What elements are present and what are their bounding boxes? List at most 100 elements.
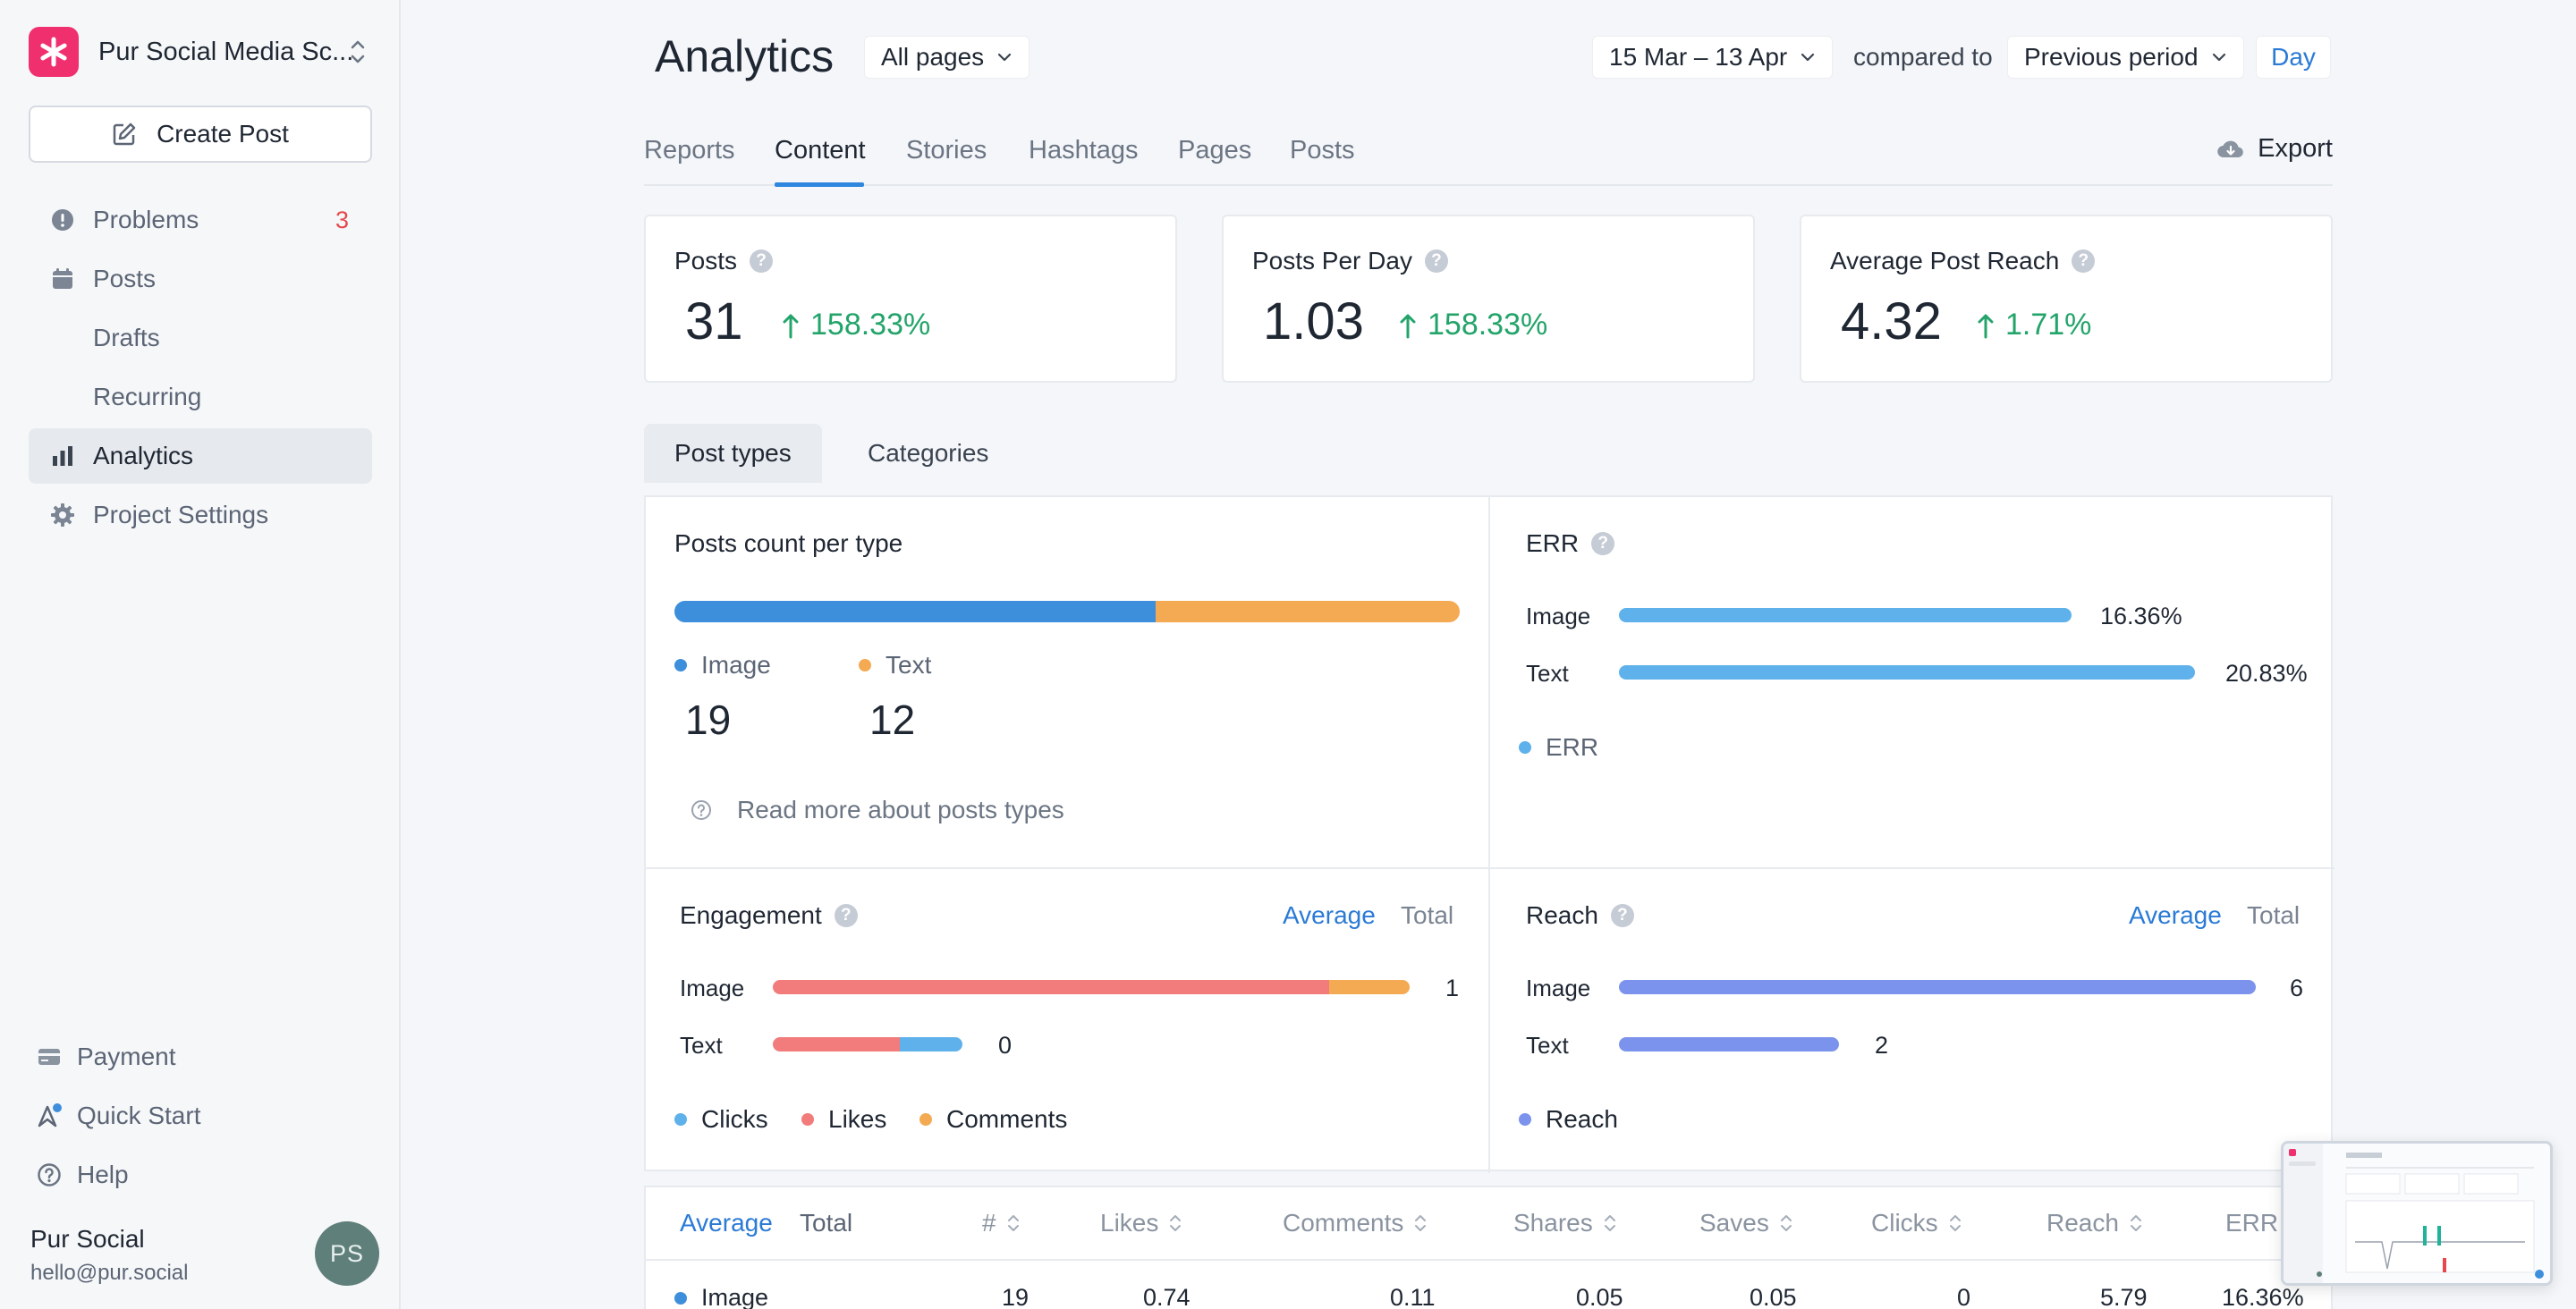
sort-icon [1949, 1215, 1961, 1231]
reach-row-label: Text [1526, 1032, 1569, 1059]
engagement-title: Engagement [680, 901, 822, 929]
engagement-bar-text [773, 1037, 962, 1051]
help-icon[interactable]: ? [2072, 249, 2096, 273]
sidebar-item-quick-start[interactable]: Quick Start [36, 1094, 200, 1138]
kpi-delta: 158.33% [810, 308, 931, 342]
sidebar-item-project-settings[interactable]: Project Settings [29, 487, 372, 543]
help-icon[interactable]: ? [1424, 249, 1448, 273]
legend-dot [801, 1113, 814, 1126]
subtab-post-types[interactable]: Post types [644, 424, 822, 483]
tab-pages[interactable]: Pages [1178, 136, 1252, 165]
sidebar-item-posts[interactable]: Posts [29, 251, 372, 307]
date-range-dropdown[interactable]: 15 Mar – 13 Apr [1592, 36, 1834, 79]
column-header-likes[interactable]: Likes [1100, 1209, 1182, 1237]
chevron-down-icon [1801, 53, 1815, 62]
table-total-toggle[interactable]: Total [800, 1209, 853, 1237]
engagement-total-toggle[interactable]: Total [1401, 901, 1454, 929]
table-average-toggle[interactable]: Average [680, 1209, 773, 1237]
screen-preview-thumbnail[interactable] [2281, 1141, 2553, 1286]
help-icon[interactable]: ? [750, 249, 774, 273]
engagement-row-label: Text [680, 1032, 723, 1059]
create-post-label: Create Post [157, 120, 289, 148]
kpi-value: 1.03 [1263, 292, 1364, 350]
tab-hashtags[interactable]: Hashtags [1029, 136, 1139, 165]
sidebar-item-drafts[interactable]: Drafts [29, 310, 372, 366]
column-header-clicks[interactable]: Clicks [1871, 1209, 1962, 1237]
cell-reach: 5.79 [2100, 1284, 2148, 1309]
column-header-comments[interactable]: Comments [1283, 1209, 1427, 1237]
tab-reports[interactable]: Reports [644, 136, 735, 165]
column-label: Clicks [1871, 1209, 1938, 1237]
tab-stories[interactable]: Stories [906, 136, 987, 165]
arrow-up-icon [1400, 314, 1416, 338]
sidebar-item-analytics[interactable]: Analytics [29, 428, 372, 484]
sidebar-item-label: Quick Start [77, 1102, 201, 1129]
sort-icon [2130, 1215, 2141, 1231]
legend-dot [919, 1113, 932, 1126]
err-title: ERR [1526, 529, 1580, 557]
export-button[interactable]: Export [2216, 134, 2333, 164]
reach-total-toggle[interactable]: Total [2247, 901, 2301, 929]
export-label: Export [2258, 134, 2333, 163]
pages-filter-dropdown[interactable]: All pages [864, 36, 1030, 79]
granularity-button[interactable]: Day [2256, 36, 2331, 79]
cell-saves: 0.05 [1750, 1284, 1797, 1309]
subtab-categories[interactable]: Categories [868, 439, 989, 467]
row-label: Image [701, 1284, 769, 1309]
err-row-value: 16.36% [2100, 603, 2182, 629]
sidebar-item-payment[interactable]: Payment [36, 1035, 176, 1079]
legend-likes: Likes [801, 1105, 886, 1134]
help-icon[interactable]: ? [1610, 904, 1634, 927]
avatar[interactable]: PS [315, 1221, 379, 1286]
alert-circle-icon [50, 207, 75, 232]
tab-content[interactable]: Content [775, 136, 866, 165]
column-label: # [982, 1209, 996, 1237]
legend-dot [859, 659, 871, 671]
sidebar-item-help[interactable]: Help [36, 1153, 129, 1197]
sidebar-item-recurring[interactable]: Recurring [29, 369, 372, 425]
legend-text: Text [859, 651, 931, 680]
sort-icon [1170, 1215, 1182, 1231]
credit-card-icon [36, 1043, 63, 1070]
column-header-reach[interactable]: Reach [2046, 1209, 2142, 1237]
help-icon[interactable]: ? [834, 904, 858, 927]
column-header-saves[interactable]: Saves [1699, 1209, 1792, 1237]
engagement-row-label: Image [680, 975, 745, 1001]
help-icon[interactable]: ? [1591, 532, 1615, 555]
column-header-err[interactable]: ERR [2225, 1209, 2278, 1237]
kpi-card-posts-per-day: Posts Per Day? 1.03 158.33% [1222, 215, 1755, 383]
sidebar-item-problems[interactable]: Problems 3 [29, 192, 372, 248]
engagement-bar-image [773, 980, 1410, 994]
column-header-count[interactable]: # [982, 1209, 1020, 1237]
tab-posts[interactable]: Posts [1290, 136, 1355, 165]
sort-icon [1007, 1215, 1019, 1231]
date-range-value: 15 Mar – 13 Apr [1609, 43, 1788, 71]
preview-image-icon [2284, 1144, 2550, 1283]
legend-label: Text [886, 651, 932, 679]
kpi-delta: 158.33% [1428, 308, 1548, 342]
sort-icon [1415, 1215, 1427, 1231]
reach-average-toggle[interactable]: Average [2129, 901, 2222, 929]
legend-clicks: Clicks [674, 1105, 768, 1134]
engagement-row-value: 1 [1445, 975, 1460, 1001]
comparison-dropdown[interactable]: Previous period [2007, 36, 2244, 79]
posts-count-bar-image [674, 601, 1157, 622]
engagement-average-toggle[interactable]: Average [1283, 901, 1376, 929]
sidebar-item-label: Project Settings [93, 501, 269, 528]
legend-label: Likes [828, 1105, 887, 1133]
kpi-label: Posts Per Day [1252, 247, 1412, 274]
reach-row-value: 2 [1875, 1032, 1889, 1059]
legend-label: Reach [1546, 1105, 1618, 1133]
kpi-value: 4.32 [1841, 292, 1942, 350]
column-label: Reach [2046, 1209, 2119, 1237]
sidebar-item-label: Payment [77, 1043, 176, 1070]
engagement-row-value: 0 [998, 1032, 1013, 1059]
image-count: 19 [685, 697, 732, 743]
create-post-button[interactable]: Create Post [29, 106, 372, 163]
kpi-card-posts: Posts? 31 158.33% [644, 215, 1177, 383]
column-header-shares[interactable]: Shares [1513, 1209, 1616, 1237]
project-switcher[interactable]: Pur Social Media Sc... [29, 27, 372, 77]
read-more-link[interactable]: Read more about posts types [691, 796, 1064, 824]
cloud-download-icon [2217, 140, 2244, 157]
posts-count-bar-text [1156, 601, 1460, 622]
